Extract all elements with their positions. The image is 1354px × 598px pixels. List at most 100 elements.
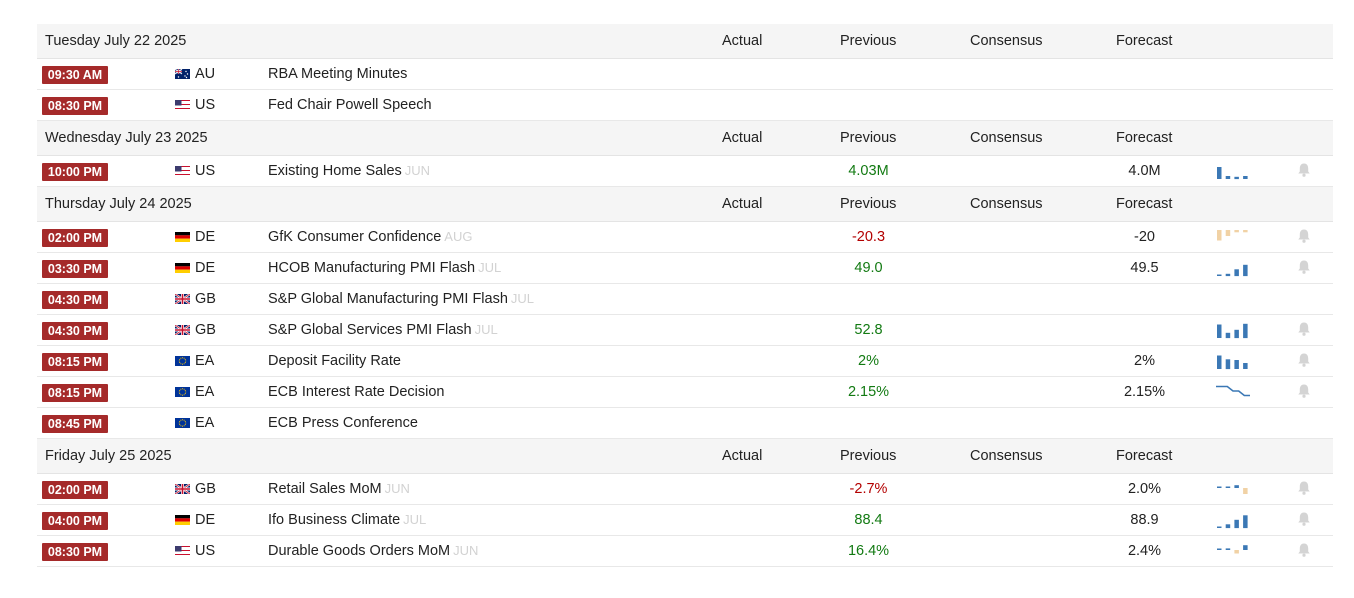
- previous-value: 49.0: [854, 260, 883, 276]
- sparkline-bar: [1225, 273, 1231, 277]
- sparkline-bar: [1243, 363, 1248, 369]
- time-badge: 08:30 PM: [42, 97, 108, 115]
- flag-gb-icon: [175, 484, 190, 494]
- time-badge: 02:00 PM: [42, 481, 108, 499]
- event-row[interactable]: 04:30 PM GB S&P Global Manufacturing PMI F…: [37, 284, 1333, 315]
- country-code: AU: [195, 66, 216, 82]
- event-name-link[interactable]: ECB Press Conference: [268, 415, 418, 431]
- event-name[interactable]: RBA Meeting Minutes: [268, 66, 408, 82]
- trend-sparkline: [1217, 515, 1248, 529]
- country-code: EA: [195, 353, 215, 369]
- column-header-actual: Actual: [722, 196, 763, 212]
- bell-icon[interactable]: [1296, 259, 1312, 275]
- time-badge: 10:00 PM: [42, 163, 108, 181]
- event-row[interactable]: 02:00 PM DE GfK Consumer Confidence AUG -20.…: [37, 222, 1333, 253]
- sparkline-bar: [1225, 524, 1231, 529]
- sparkline-bar: [1217, 274, 1222, 276]
- event-row[interactable]: 03:30 PM DE HCOB Manufacturing PMI Flash JU…: [37, 253, 1333, 284]
- event-name-link[interactable]: HCOB Manufacturing PMI Flash JUL: [268, 260, 501, 276]
- event-name-link[interactable]: Fed Chair Powell Speech: [268, 97, 432, 113]
- event-name[interactable]: Fed Chair Powell Speech: [268, 97, 432, 113]
- column-header-forecast: Forecast: [1116, 448, 1173, 464]
- bell-icon[interactable]: [1296, 511, 1312, 527]
- event-row[interactable]: 09:30 AM AU RBA Meeting Minutes: [37, 59, 1333, 90]
- sparkline-bar: [1243, 515, 1248, 529]
- reference-period: AUG: [444, 229, 473, 244]
- forecast-value: 88.9: [1130, 512, 1159, 528]
- country-code: GB: [195, 291, 216, 307]
- event-name[interactable]: S&P Global Services PMI Flash: [268, 322, 472, 338]
- flag-gb-icon: [175, 325, 190, 335]
- event-row[interactable]: 08:45 PM EA ECB Press Conference: [37, 408, 1333, 439]
- bell-icon[interactable]: [1296, 383, 1312, 399]
- forecast-value: 49.5: [1130, 260, 1159, 276]
- forecast-value: 2.4%: [1127, 543, 1162, 559]
- event-name[interactable]: Ifo Business Climate: [268, 512, 401, 528]
- event-name[interactable]: Existing Home Sales: [268, 163, 402, 179]
- event-name-link[interactable]: S&P Global Services PMI Flash JUL: [268, 322, 498, 338]
- sparkline-bar: [1243, 488, 1248, 494]
- event-row[interactable]: 10:00 PM US Existing Home Sales JUN 4.03M 4.0…: [37, 156, 1333, 187]
- event-row[interactable]: 04:00 PM DE Ifo Business Climate JUL 88.4 88.…: [37, 505, 1333, 536]
- event-row[interactable]: 08:30 PM US Durable Goods Orders MoM JUN 16.…: [37, 536, 1333, 567]
- sparkline-bar: [1234, 485, 1239, 488]
- time-badge: 08:15 PM: [42, 384, 108, 402]
- event-name[interactable]: S&P Global Manufacturing PMI Flash: [268, 291, 508, 307]
- event-name[interactable]: GfK Consumer Confidence: [268, 229, 442, 245]
- event-row[interactable]: 08:15 PM EA ECB Interest Rate Decision 2.15…: [37, 377, 1333, 408]
- event-row[interactable]: 02:00 PM GB Retail Sales MoM JUN -2.7% 2.0%: [37, 474, 1333, 505]
- event-name[interactable]: ECB Press Conference: [268, 415, 418, 431]
- trend-sparkline: [1217, 545, 1248, 554]
- event-name-link[interactable]: GfK Consumer Confidence AUG: [268, 229, 472, 245]
- event-name-link[interactable]: RBA Meeting Minutes: [268, 66, 407, 82]
- sparkline-bar: [1225, 359, 1231, 370]
- flag-us-icon: [175, 166, 190, 176]
- time-badge: 02:00 PM: [42, 229, 108, 247]
- event-name[interactable]: Retail Sales MoM: [268, 481, 382, 497]
- bell-icon[interactable]: [1296, 321, 1312, 337]
- day-date: Wednesday July 23 2025: [45, 130, 208, 146]
- time-badge: 08:15 PM: [42, 353, 108, 371]
- event-name-link[interactable]: Retail Sales MoM JUN: [268, 481, 410, 497]
- column-header-consensus: Consensus: [970, 33, 1043, 49]
- event-name[interactable]: ECB Interest Rate Decision: [268, 384, 445, 400]
- day-date: Tuesday July 22 2025: [45, 33, 187, 49]
- bell-icon[interactable]: [1296, 542, 1312, 558]
- sparkline-bar: [1243, 545, 1248, 550]
- sparkline-bar: [1217, 526, 1222, 528]
- event-row[interactable]: 08:30 PM US Fed Chair Powell Speech: [37, 90, 1333, 121]
- event-row[interactable]: 04:30 PM GB S&P Global Services PMI Flash J…: [37, 315, 1333, 346]
- trend-sparkline: [1217, 167, 1248, 180]
- event-name-link[interactable]: Existing Home Sales JUN: [268, 163, 430, 179]
- event-row[interactable]: 08:15 PM EA Deposit Facility Rate 2% 2%: [37, 346, 1333, 377]
- column-header-previous: Previous: [840, 196, 897, 212]
- column-header-consensus: Consensus: [970, 130, 1043, 146]
- day-header: Friday July 25 2025 Actual Previous Consens…: [37, 439, 1333, 474]
- event-name-link[interactable]: ECB Interest Rate Decision: [268, 384, 445, 400]
- bell-icon[interactable]: [1296, 162, 1312, 178]
- sparkline-bar: [1243, 176, 1248, 179]
- trend-sparkline: [1217, 485, 1248, 494]
- event-name[interactable]: Durable Goods Orders MoM: [268, 543, 451, 559]
- sparkline-bar: [1234, 519, 1239, 529]
- event-name-link[interactable]: Ifo Business Climate JUL: [268, 512, 426, 528]
- event-name-link[interactable]: Durable Goods Orders MoM JUN: [268, 543, 478, 559]
- sparkline-bar: [1225, 332, 1231, 339]
- trend-sparkline: [1217, 264, 1248, 277]
- event-name-link[interactable]: S&P Global Manufacturing PMI Flash JUL: [268, 291, 534, 307]
- event-name-link[interactable]: Deposit Facility Rate: [268, 353, 401, 369]
- bell-icon[interactable]: [1296, 228, 1312, 244]
- column-header-actual: Actual: [722, 33, 763, 49]
- sparkline-bar: [1243, 230, 1248, 233]
- bell-icon[interactable]: [1296, 480, 1312, 496]
- sparkline-bar: [1217, 167, 1222, 179]
- bell-icon[interactable]: [1296, 352, 1312, 368]
- time-badge: 09:30 AM: [42, 66, 108, 84]
- event-name[interactable]: Deposit Facility Rate: [268, 353, 401, 369]
- time-badge: 03:30 PM: [42, 260, 108, 278]
- event-name[interactable]: HCOB Manufacturing PMI Flash: [268, 260, 476, 276]
- column-header-previous: Previous: [840, 448, 897, 464]
- day-header: Thursday July 24 2025 Actual Previous Conse…: [37, 187, 1333, 222]
- sparkline-bar: [1225, 548, 1231, 550]
- country-code: EA: [195, 384, 215, 400]
